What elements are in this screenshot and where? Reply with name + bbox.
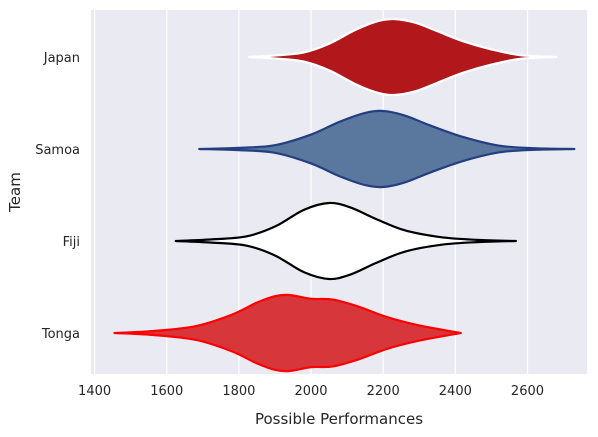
x-tick-label: 1600 xyxy=(150,384,183,399)
x-tick-label: 1400 xyxy=(78,384,111,399)
violin-tonga xyxy=(113,293,462,373)
y-tick-label: Samoa xyxy=(35,143,80,158)
y-tick-label: Japan xyxy=(43,51,80,66)
x-tick-label: 2600 xyxy=(511,384,544,399)
x-tick-label: 2200 xyxy=(367,384,400,399)
violin-japan xyxy=(247,17,558,97)
violin-samoa xyxy=(198,109,576,189)
x-tick-label: 2400 xyxy=(439,384,472,399)
y-tick-labels: Japan Samoa Fiji Tonga xyxy=(35,51,80,342)
x-tick-label: 2000 xyxy=(294,384,327,399)
x-axis-label: Possible Performances xyxy=(255,410,423,428)
violin-fiji xyxy=(174,201,518,281)
y-tick-label: Fiji xyxy=(63,235,80,250)
violin-layer xyxy=(113,17,576,373)
y-tick-label: Tonga xyxy=(41,327,80,342)
y-axis-label: Team xyxy=(6,172,24,213)
x-tick-labels: 1400 1600 1800 2000 2200 2400 2600 xyxy=(78,384,544,399)
grid-lines xyxy=(94,10,529,374)
x-tick-label: 1800 xyxy=(222,384,255,399)
